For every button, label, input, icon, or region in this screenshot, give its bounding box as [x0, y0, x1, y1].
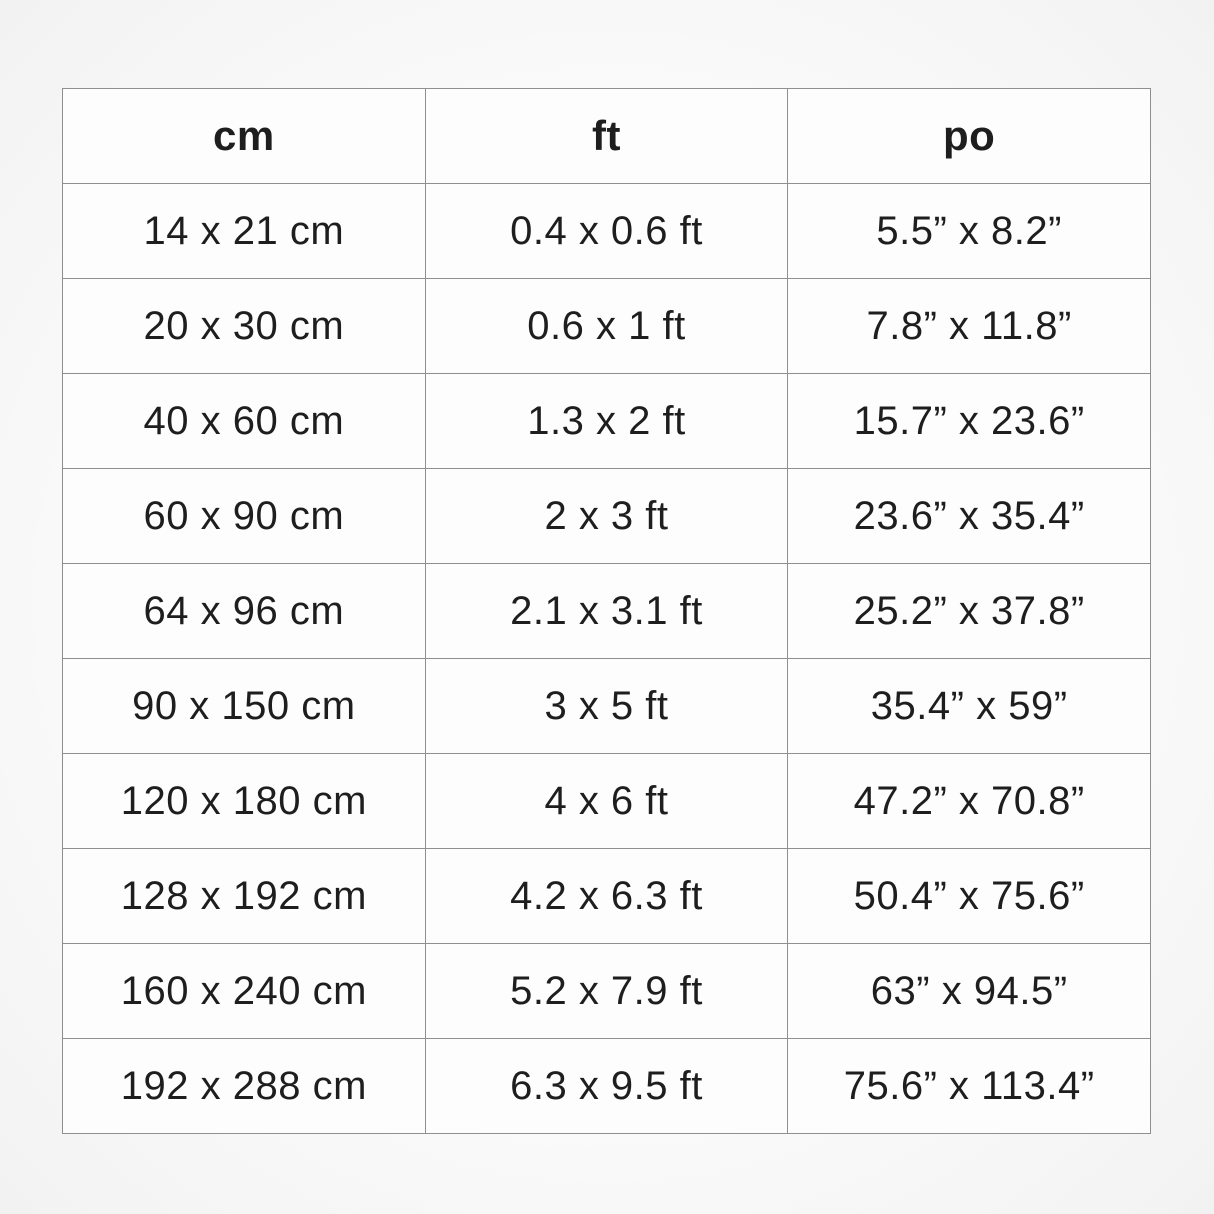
header-cell-ft: ft — [424, 88, 789, 184]
size-conversion-table: cm ft po 14 x 21 cm 0.4 x 0.6 ft 5.5” x … — [62, 88, 1151, 1134]
table-row: 40 x 60 cm 1.3 x 2 ft 15.7” x 23.6” — [62, 373, 1151, 469]
cell-cm: 60 x 90 cm — [62, 468, 426, 564]
cell-cm: 90 x 150 cm — [62, 658, 426, 754]
cell-po: 35.4” x 59” — [787, 658, 1151, 754]
cell-ft: 6.3 x 9.5 ft — [424, 1038, 789, 1134]
cell-ft: 2.1 x 3.1 ft — [424, 563, 789, 659]
cell-po: 47.2” x 70.8” — [787, 753, 1151, 849]
cell-cm: 64 x 96 cm — [62, 563, 426, 659]
cell-ft: 5.2 x 7.9 ft — [424, 943, 789, 1039]
table-row: 160 x 240 cm 5.2 x 7.9 ft 63” x 94.5” — [62, 943, 1151, 1039]
cell-cm: 120 x 180 cm — [62, 753, 426, 849]
cell-po: 5.5” x 8.2” — [787, 183, 1151, 279]
table-row: 120 x 180 cm 4 x 6 ft 47.2” x 70.8” — [62, 753, 1151, 849]
table-row: 20 x 30 cm 0.6 x 1 ft 7.8” x 11.8” — [62, 278, 1151, 374]
cell-po: 50.4” x 75.6” — [787, 848, 1151, 944]
cell-po: 7.8” x 11.8” — [787, 278, 1151, 374]
cell-ft: 2 x 3 ft — [424, 468, 789, 564]
table-row: 90 x 150 cm 3 x 5 ft 35.4” x 59” — [62, 658, 1151, 754]
cell-po: 75.6” x 113.4” — [787, 1038, 1151, 1134]
table-row: 64 x 96 cm 2.1 x 3.1 ft 25.2” x 37.8” — [62, 563, 1151, 659]
cell-po: 63” x 94.5” — [787, 943, 1151, 1039]
header-cell-cm: cm — [62, 88, 426, 184]
cell-po: 25.2” x 37.8” — [787, 563, 1151, 659]
cell-cm: 14 x 21 cm — [62, 183, 426, 279]
cell-cm: 128 x 192 cm — [62, 848, 426, 944]
cell-ft: 4.2 x 6.3 ft — [424, 848, 789, 944]
cell-cm: 40 x 60 cm — [62, 373, 426, 469]
table-row: 14 x 21 cm 0.4 x 0.6 ft 5.5” x 8.2” — [62, 183, 1151, 279]
table-row: 60 x 90 cm 2 x 3 ft 23.6” x 35.4” — [62, 468, 1151, 564]
table-row: 128 x 192 cm 4.2 x 6.3 ft 50.4” x 75.6” — [62, 848, 1151, 944]
cell-po: 15.7” x 23.6” — [787, 373, 1151, 469]
cell-ft: 3 x 5 ft — [424, 658, 789, 754]
header-row: cm ft po — [62, 88, 1151, 184]
cell-ft: 4 x 6 ft — [424, 753, 789, 849]
cell-po: 23.6” x 35.4” — [787, 468, 1151, 564]
table-row: 192 x 288 cm 6.3 x 9.5 ft 75.6” x 113.4” — [62, 1038, 1151, 1134]
cell-ft: 0.4 x 0.6 ft — [424, 183, 789, 279]
cell-ft: 0.6 x 1 ft — [424, 278, 789, 374]
cell-ft: 1.3 x 2 ft — [424, 373, 789, 469]
cell-cm: 20 x 30 cm — [62, 278, 426, 374]
header-cell-po: po — [787, 88, 1151, 184]
cell-cm: 192 x 288 cm — [62, 1038, 426, 1134]
cell-cm: 160 x 240 cm — [62, 943, 426, 1039]
